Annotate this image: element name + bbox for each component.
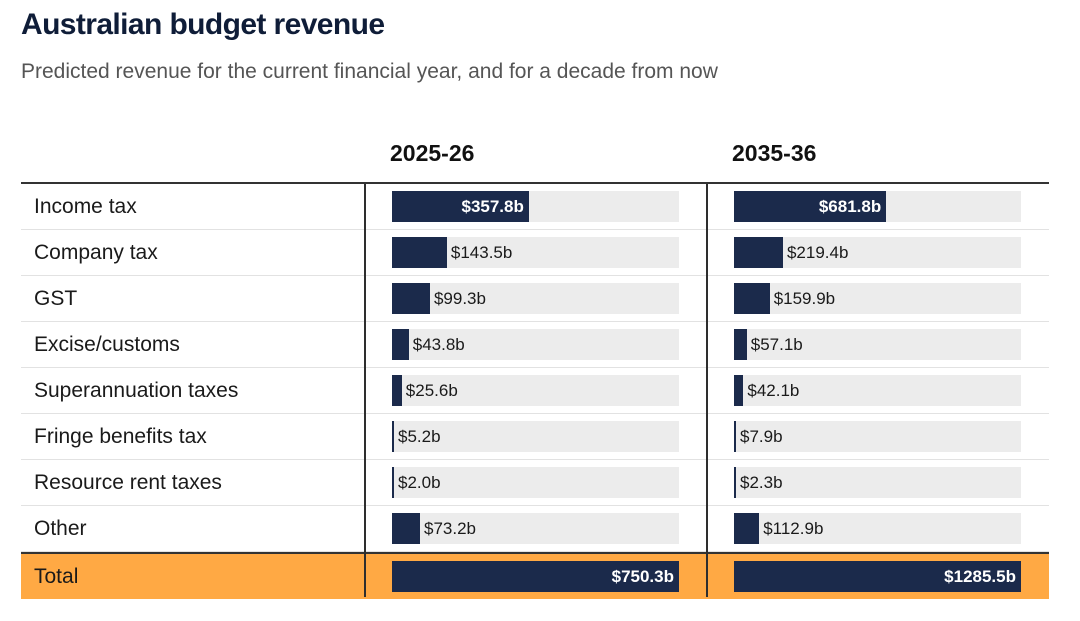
- bar: [392, 513, 420, 544]
- data-label: $357.8b: [461, 197, 524, 216]
- total-label: Total: [34, 565, 79, 588]
- data-label: $5.2b: [398, 427, 441, 446]
- category-label: Company tax: [34, 241, 158, 264]
- total-bar: [392, 561, 679, 592]
- table-row: GST $99.3b $159.9b: [21, 276, 1049, 322]
- bar: [392, 467, 394, 498]
- bar: [734, 375, 744, 406]
- revenue-table: Income tax $357.8b $681.8b Company tax $143.…: [21, 184, 1049, 599]
- data-label: $73.2b: [424, 519, 476, 538]
- bar-track: $750.3b: [392, 561, 679, 592]
- total-bar: [734, 561, 1021, 592]
- category-label: Excise/customs: [34, 333, 180, 356]
- bar: [734, 237, 783, 268]
- bar: [734, 513, 760, 544]
- bar-track: $43.8b: [392, 329, 679, 360]
- bar-track: $7.9b: [734, 421, 1021, 452]
- category-label: Other: [34, 517, 87, 540]
- total-row: Total $750.3b $1285.5b: [21, 552, 1049, 599]
- chart-title: Australian budget revenue: [21, 8, 385, 41]
- category-label: GST: [34, 287, 78, 310]
- data-label: $681.8b: [818, 197, 882, 216]
- bar: [392, 283, 430, 314]
- bar-track: $159.9b: [734, 283, 1021, 314]
- bar-track: $2.0b: [392, 467, 679, 498]
- bar: [392, 375, 402, 406]
- bar-track: $42.1b: [734, 375, 1021, 406]
- data-label: $7.9b: [740, 427, 783, 446]
- table-row: Company tax $143.5b $219.4b: [21, 230, 1049, 276]
- category-label: Resource rent taxes: [34, 471, 222, 494]
- table-row: Other $73.2b $112.9b: [21, 506, 1049, 552]
- data-label: $57.1b: [750, 335, 803, 354]
- data-label: $1285.5b: [944, 567, 1016, 586]
- data-label: $99.3b: [433, 289, 486, 308]
- category-label: Fringe benefits tax: [34, 425, 207, 448]
- bar-track: $73.2b: [392, 513, 679, 544]
- table-row: Superannuation taxes $25.6b $42.1b: [21, 368, 1049, 414]
- chart-subtitle: Predicted revenue for the current financ…: [21, 60, 718, 83]
- table-row: Resource rent taxes $2.0b $2.3b: [21, 460, 1049, 506]
- category-label: Superannuation taxes: [34, 379, 239, 402]
- bar: [392, 329, 409, 360]
- bar-track: $57.1b: [734, 329, 1021, 360]
- table-row: Income tax $357.8b $681.8b: [21, 184, 1049, 230]
- data-label: $2.0b: [398, 473, 441, 492]
- column-header-2025-26: 2025-26: [390, 140, 475, 166]
- column-divider: [364, 184, 366, 597]
- bar-track: $143.5b: [392, 237, 679, 268]
- data-label: $143.5b: [450, 243, 513, 262]
- column-divider: [706, 184, 708, 597]
- table-row: Excise/customs $43.8b $57.1b: [21, 322, 1049, 368]
- data-label: $750.3b: [611, 567, 674, 586]
- bar-track: $25.6b: [392, 375, 679, 406]
- table-row: Fringe benefits tax $5.2b $7.9b: [21, 414, 1049, 460]
- bar-track: $112.9b: [734, 513, 1021, 544]
- data-label: $112.9b: [763, 519, 824, 538]
- bar: [392, 237, 447, 268]
- data-label: $2.3b: [740, 473, 783, 492]
- data-label: $43.8b: [412, 335, 465, 354]
- data-label: $25.6b: [405, 381, 458, 400]
- bar-track: $99.3b: [392, 283, 679, 314]
- bar: [734, 421, 736, 452]
- bar: [392, 421, 394, 452]
- header-rule: [21, 182, 1049, 184]
- bar: [734, 467, 736, 498]
- data-label: $219.4b: [786, 243, 849, 262]
- column-header-2035-36: 2035-36: [732, 140, 817, 166]
- bar: [392, 191, 529, 222]
- bar-track: $5.2b: [392, 421, 679, 452]
- bar-track: $681.8b: [734, 191, 1021, 222]
- bar-track: $219.4b: [734, 237, 1021, 268]
- bar: [734, 329, 747, 360]
- bar: [734, 191, 887, 222]
- bar-track: $2.3b: [734, 467, 1021, 498]
- data-label: $42.1b: [747, 381, 800, 400]
- data-label: $159.9b: [773, 289, 836, 308]
- bar-track: $1285.5b: [734, 561, 1021, 592]
- bar: [734, 283, 770, 314]
- category-label: Income tax: [34, 195, 137, 218]
- bar-track: $357.8b: [392, 191, 679, 222]
